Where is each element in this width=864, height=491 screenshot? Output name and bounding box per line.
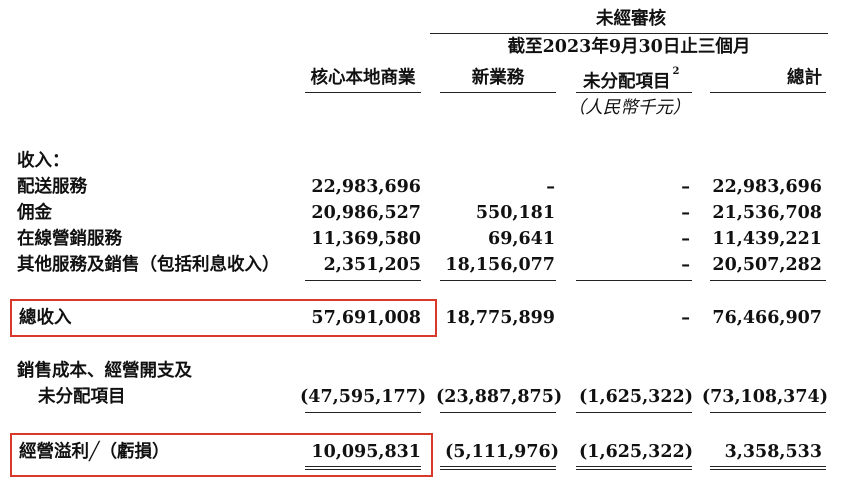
row-label-commission: 佣金 — [17, 203, 52, 223]
row-label-operating-profit: 經營溢利╱（虧損） — [19, 442, 170, 462]
column-header-new-initiatives: 新業務 — [471, 68, 525, 88]
cell-value: – — [681, 203, 690, 223]
cell-value: 20,507,282 — [712, 255, 822, 275]
footnote-mark: 2 — [672, 66, 680, 77]
subtotal-line-3 — [576, 280, 692, 281]
cell-value: 76,466,907 — [712, 308, 822, 328]
highlight-box-total-revenue — [10, 299, 437, 337]
row-label-total-revenue: 總收入 — [19, 308, 72, 328]
subtotal-line-4 — [710, 280, 826, 281]
row-label-costs-line1: 銷售成本、經營開支及 — [17, 361, 192, 381]
row-label-other-services: 其他服務及銷售（包括利息收入） — [17, 255, 280, 275]
cell-value: 22,983,696 — [712, 177, 822, 197]
cell-value: (23,887,875) — [436, 387, 563, 407]
row-label-online-marketing: 在線營銷服務 — [17, 229, 122, 249]
column-underline-1 — [305, 92, 421, 93]
cell-value: (5,111,976) — [445, 442, 559, 462]
cell-value: 11,439,221 — [712, 229, 822, 249]
double-underline-3 — [576, 466, 692, 470]
double-underline-1 — [305, 466, 421, 470]
cell-value: 18,156,077 — [445, 255, 555, 275]
row-label-delivery-services: 配送服務 — [17, 177, 87, 197]
column-underline-4 — [710, 92, 826, 93]
column-underline-2 — [440, 92, 556, 93]
cell-value: (1,625,322) — [579, 442, 693, 462]
cell-value: 21,536,708 — [712, 203, 822, 223]
period-title: 截至2023年9月30日止三個月 — [507, 37, 751, 57]
cell-value: 69,641 — [488, 229, 555, 249]
cell-value: 550,181 — [475, 203, 555, 223]
column-underline-3 — [576, 92, 692, 93]
cell-value: 3,358,533 — [724, 442, 822, 462]
cell-value: – — [681, 177, 690, 197]
cell-value: 57,691,008 — [311, 308, 421, 328]
column-header-total: 總計 — [787, 68, 822, 88]
subtotal-line-6 — [440, 412, 556, 413]
cell-value: – — [681, 229, 690, 249]
subtotal-line-2 — [440, 280, 556, 281]
cell-value: 2,351,205 — [323, 255, 421, 275]
cell-value: (1,625,322) — [579, 387, 693, 407]
double-underline-4 — [710, 466, 826, 470]
column-header-unallocated-items: 未分配項目2 — [583, 66, 680, 92]
cell-value: – — [681, 255, 690, 275]
header-divider — [430, 33, 828, 34]
cell-value: – — [546, 177, 555, 197]
currency-unit: （人民幣千元） — [567, 98, 691, 118]
cell-value: (73,108,374) — [701, 387, 828, 407]
audit-status: 未經審核 — [596, 9, 666, 29]
cell-value: (47,595,177) — [300, 387, 427, 407]
double-underline-2 — [440, 466, 556, 470]
cell-value: – — [681, 308, 690, 328]
subtotal-line-1 — [305, 280, 421, 281]
cell-value: 22,983,696 — [311, 177, 421, 197]
revenue-section-label: 收入： — [17, 151, 70, 171]
column-header-core-local-commerce: 核心本地商業 — [310, 68, 416, 88]
cell-value: 10,095,831 — [311, 442, 421, 462]
highlight-box-operating-profit — [10, 433, 433, 477]
row-label-costs-line2: 未分配項目 — [38, 387, 126, 407]
cell-value: 20,986,527 — [311, 203, 421, 223]
subtotal-line-7 — [576, 412, 692, 413]
cell-value: 18,775,899 — [445, 308, 555, 328]
cell-value: 11,369,580 — [311, 229, 421, 249]
subtotal-line-8 — [710, 412, 826, 413]
subtotal-line-5 — [305, 412, 421, 413]
